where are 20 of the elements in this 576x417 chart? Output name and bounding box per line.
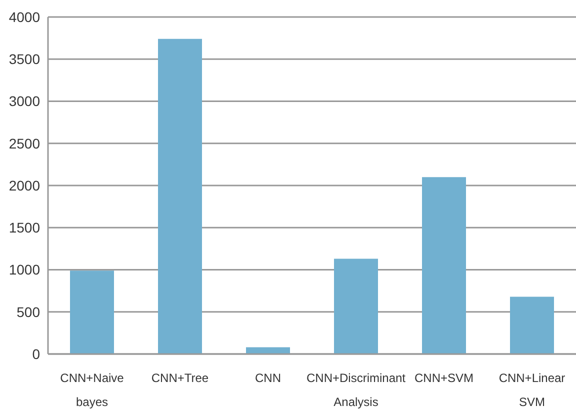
x-tick-label: CNN+Tree: [151, 371, 209, 385]
x-tick-label: CNN+Linear SVM: [498, 371, 566, 409]
x-tick-label: CNN: [255, 371, 281, 385]
y-tick-label: 3500: [8, 51, 40, 68]
y-tick-label: 500: [16, 304, 40, 320]
y-tick-label: 4000: [8, 8, 40, 25]
y-tick-label: 3000: [8, 93, 40, 110]
bar: [334, 258, 378, 354]
y-tick-label: 1000: [8, 262, 40, 278]
bar: [510, 296, 554, 354]
y-tick-label: 0: [32, 346, 40, 362]
x-tick-label: CNN+Discriminant Analysis: [306, 371, 406, 409]
y-tick-label: 2500: [8, 135, 40, 152]
bar: [422, 177, 466, 354]
bar: [158, 38, 202, 354]
x-tick-label: CNN+Naive bayes: [60, 371, 124, 409]
y-tick-label: 1500: [8, 220, 40, 236]
y-tick-label: 2000: [8, 177, 40, 194]
bar: [70, 270, 114, 354]
x-tick-label: CNN+SVM: [414, 371, 474, 385]
